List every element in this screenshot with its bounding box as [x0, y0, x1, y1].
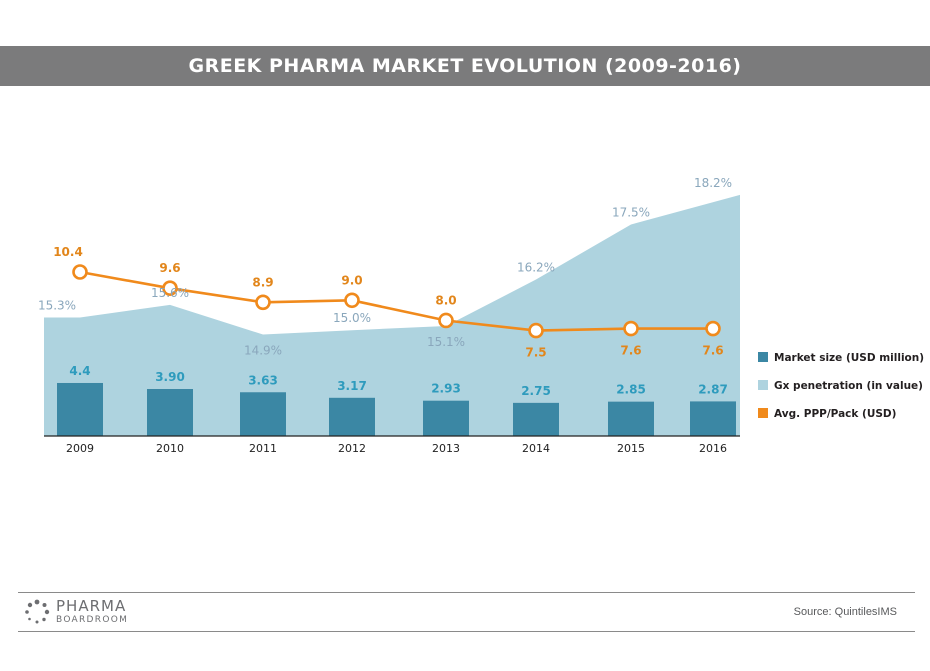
legend-avg-ppp-swatch [758, 408, 768, 418]
title-bar: GREEK PHARMA MARKET EVOLUTION (2009-2016… [0, 46, 930, 86]
avg-ppp-label-2016: 7.6 [702, 344, 723, 358]
avg-ppp-label-2013: 8.0 [435, 293, 456, 307]
market-size-label-2015: 2.85 [616, 383, 646, 397]
logo-text-top: PHARMA [56, 597, 127, 615]
market-size-bar-2012 [329, 397, 375, 436]
x-tick-label-2012: 2012 [338, 442, 366, 455]
gx-penetration-label-2014: 16.2% [517, 260, 555, 274]
avg-ppp-point-2010 [162, 280, 178, 296]
legend-gx-penetration-label: Gx penetration (in value) [774, 380, 923, 392]
x-tick-label-2009: 2009 [66, 442, 94, 455]
x-tick-label-2010: 2010 [156, 442, 184, 455]
logo-text-bottom: BOARDROOM [56, 615, 129, 625]
market-size-label-2009: 4.4 [69, 364, 90, 378]
market-size-bar-2013 [423, 400, 469, 436]
chart-title: GREEK PHARMA MARKET EVOLUTION (2009-2016… [188, 55, 742, 77]
avg-ppp-point-2014 [528, 322, 544, 339]
market-size-label-2016: 2.87 [698, 382, 728, 396]
market-size-label-2013: 2.93 [431, 382, 461, 396]
avg-ppp-label-2014: 7.5 [525, 346, 546, 360]
legend-gx-penetration-swatch [758, 380, 768, 390]
market-size-bar-2014 [513, 402, 559, 436]
gx-penetration-label-2009: 15.3% [38, 299, 76, 313]
market-size-label-2010: 3.90 [155, 370, 185, 384]
legend-market-size-label: Market size (USD million) [774, 352, 924, 364]
gx-penetration-area [44, 194, 740, 436]
market-size-label-2011: 3.63 [248, 373, 278, 387]
x-tick-label-2015: 2015 [617, 442, 645, 455]
avg-ppp-point-2015 [623, 320, 639, 337]
avg-ppp-label-2012: 9.0 [341, 273, 362, 287]
market-size-label-2012: 3.17 [337, 379, 367, 393]
legend-avg-ppp-label: Avg. PPP/Pack (USD) [774, 408, 896, 420]
avg-ppp-label-2010: 9.6 [159, 261, 180, 275]
avg-ppp-line [79, 270, 713, 332]
x-tick-label-2011: 2011 [249, 442, 277, 455]
source-note: Source: QuintilesIMS [793, 606, 897, 618]
x-tick-label-2013: 2013 [432, 442, 460, 455]
gx-penetration-label-2010: 15.6% [151, 286, 189, 300]
market-size-bar-2016 [690, 401, 736, 436]
gx-penetration-label-2011: 14.9% [244, 343, 282, 357]
gx-penetration-label-2015: 17.5% [612, 205, 650, 219]
avg-ppp-point-2016 [705, 320, 721, 337]
avg-ppp-point-2012 [344, 292, 360, 309]
avg-ppp-label-2009: 10.4 [53, 245, 83, 259]
market-size-bar-2010 [147, 389, 193, 436]
logo-dots-icon [25, 599, 50, 624]
market-size-bar-2015 [608, 401, 654, 436]
gx-penetration-label-2016: 18.2% [694, 176, 732, 190]
market-size-label-2014: 2.75 [521, 384, 551, 398]
avg-ppp-point-2013 [438, 312, 454, 329]
x-tick-label-2016: 2016 [699, 442, 727, 455]
avg-ppp-point-2011 [255, 294, 271, 311]
market-size-bar-2009 [57, 382, 103, 436]
footer-bottom-rule [18, 631, 915, 632]
gx-penetration-label-2013: 15.1% [427, 335, 465, 349]
gx-penetration-label-2012: 15.0% [333, 311, 371, 325]
market-size-bar-2011 [240, 392, 286, 436]
avg-ppp-label-2015: 7.6 [620, 344, 641, 358]
legend-market-size-swatch [758, 352, 768, 362]
avg-ppp-point-2009 [72, 264, 88, 280]
avg-ppp-label-2011: 8.9 [252, 275, 273, 289]
footer-top-rule [18, 592, 915, 593]
pharma-boardroom-logo: PHARMA BOARDROOM [24, 599, 128, 625]
x-tick-label-2014: 2014 [522, 442, 550, 455]
